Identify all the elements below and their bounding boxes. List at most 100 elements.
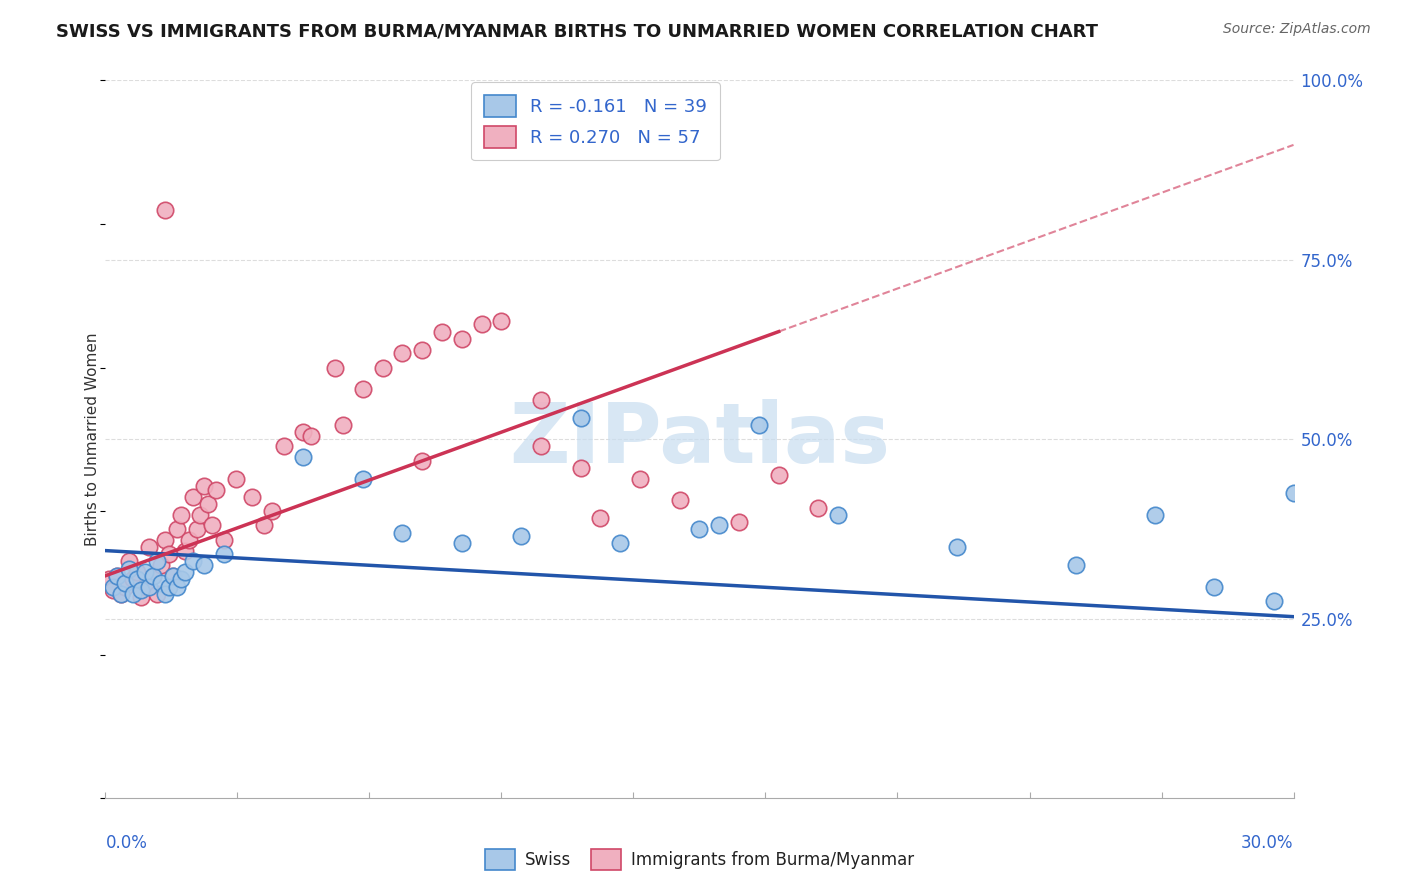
Point (173, 565, 195, 579)
Point (146, 587, 169, 601)
Point (530, 392, 553, 407)
Point (162, 568, 184, 582)
Point (292, 450, 315, 465)
Point (127, 565, 149, 579)
Point (391, 346, 413, 360)
Point (190, 508, 212, 522)
Point (149, 558, 172, 572)
Text: 0.0%: 0.0% (105, 834, 148, 852)
Point (471, 318, 494, 332)
Point (260, 504, 283, 518)
Legend: Swiss, Immigrants from Burma/Myanmar: Swiss, Immigrants from Burma/Myanmar (478, 843, 921, 876)
Point (323, 360, 346, 375)
Point (105, 568, 128, 582)
Point (166, 580, 188, 594)
Point (450, 332, 472, 346)
Point (122, 572, 145, 586)
Point (103, 583, 125, 598)
Point (157, 547, 180, 561)
Point (569, 461, 592, 475)
Point (103, 580, 125, 594)
Point (748, 417, 770, 432)
Point (134, 565, 156, 579)
Point (205, 483, 228, 497)
Point (127, 572, 149, 586)
Text: ZIPatlas: ZIPatlas (509, 399, 890, 480)
Point (114, 576, 136, 591)
Point (186, 522, 208, 536)
Point (173, 543, 195, 558)
Point (709, 518, 731, 533)
Point (193, 558, 215, 572)
Point (689, 522, 711, 536)
Point (146, 554, 169, 568)
Point (668, 493, 690, 508)
Point (110, 587, 132, 601)
Point (728, 515, 751, 529)
Point (352, 382, 374, 396)
Point (768, 468, 790, 483)
Point (1204, 580, 1226, 594)
Point (1282, 486, 1305, 500)
Point (628, 472, 651, 486)
Point (110, 587, 132, 601)
Y-axis label: Births to Unmarried Women: Births to Unmarried Women (84, 333, 100, 546)
Point (352, 472, 374, 486)
Text: Source: ZipAtlas.com: Source: ZipAtlas.com (1223, 22, 1371, 37)
Point (214, 547, 236, 561)
Point (138, 540, 160, 554)
Point (153, 533, 176, 547)
Point (197, 497, 219, 511)
Point (430, 325, 453, 339)
Point (181, 554, 204, 568)
Point (122, 587, 145, 601)
Point (166, 522, 188, 536)
Point (292, 425, 315, 439)
Point (609, 536, 631, 550)
Point (491, 314, 513, 328)
Point (157, 580, 180, 594)
Point (142, 568, 165, 582)
Point (134, 580, 156, 594)
Point (411, 343, 433, 357)
Point (807, 500, 830, 515)
Point (530, 440, 553, 454)
Point (240, 490, 263, 504)
Point (1263, 594, 1285, 608)
Point (170, 508, 193, 522)
Point (114, 580, 136, 594)
Point (129, 591, 152, 605)
Point (253, 518, 276, 533)
Point (170, 572, 193, 586)
Point (181, 490, 204, 504)
Point (225, 472, 247, 486)
Point (214, 533, 236, 547)
Point (299, 428, 322, 442)
Point (105, 568, 128, 582)
Point (510, 529, 533, 543)
Point (193, 479, 215, 493)
Point (162, 568, 184, 582)
Point (149, 576, 172, 591)
Point (142, 568, 165, 582)
Point (118, 554, 141, 568)
Point (177, 533, 200, 547)
Point (1064, 558, 1087, 572)
Point (153, 587, 176, 601)
Point (332, 417, 354, 432)
Text: SWISS VS IMMIGRANTS FROM BURMA/MYANMAR BIRTHS TO UNMARRIED WOMEN CORRELATION CHA: SWISS VS IMMIGRANTS FROM BURMA/MYANMAR B… (56, 22, 1098, 40)
Point (273, 440, 295, 454)
Point (98, 572, 121, 586)
Point (391, 525, 413, 540)
Point (153, 202, 176, 217)
Point (138, 580, 160, 594)
Point (946, 540, 969, 554)
Point (371, 360, 394, 375)
Text: 30.0%: 30.0% (1241, 834, 1294, 852)
Point (201, 518, 224, 533)
Point (129, 583, 152, 598)
Point (589, 511, 612, 525)
Point (450, 536, 472, 550)
Point (411, 454, 433, 468)
Point (827, 508, 849, 522)
